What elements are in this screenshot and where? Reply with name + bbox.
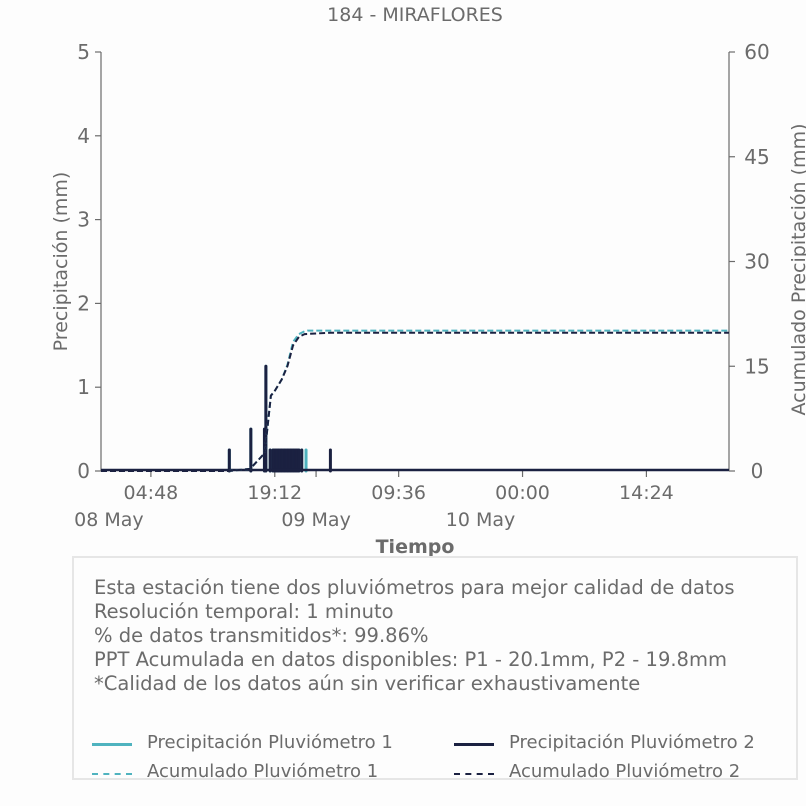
y-tick-label-right: 60 xyxy=(744,40,769,64)
y-axis-left-label: Precipitación (mm) xyxy=(50,172,72,352)
y-tick-label-left: 3 xyxy=(77,208,90,232)
x-axis-label: Tiempo xyxy=(376,536,455,558)
x-date-label: 10 May xyxy=(446,509,516,531)
y-tick-label-right: 15 xyxy=(744,354,769,378)
legend-label-accum-p1: Acumulado Pluviómetro 1 xyxy=(147,761,379,782)
accum-line-p1 xyxy=(101,329,729,472)
info-line-resolution: Resolución temporal: 1 minuto xyxy=(94,600,394,623)
chart-title: 184 - MIRAFLORES xyxy=(327,4,503,26)
info-box: Esta estación tiene dos pluviómetros par… xyxy=(72,556,798,782)
legend-label-precip-p1: Precipitación Pluviómetro 1 xyxy=(147,732,393,753)
y-tick-label-left: 5 xyxy=(77,40,90,64)
y-tick-label-right: 30 xyxy=(744,250,769,274)
info-line-transmitted: % de datos transmitidos*: 99.86% xyxy=(94,624,429,647)
x-tick-label: 14:24 xyxy=(619,482,674,504)
legend-swatch-precip-p2 xyxy=(454,743,494,746)
legend-swatch-precip-p1 xyxy=(92,743,132,746)
info-line-stations: Esta estación tiene dos pluviómetros par… xyxy=(94,576,735,599)
y-tick-label-left: 1 xyxy=(77,375,90,399)
legend-label-precip-p2: Precipitación Pluviómetro 2 xyxy=(509,732,755,753)
x-tick-label: 09:36 xyxy=(371,482,426,504)
legend-label-accum-p2: Acumulado Pluviómetro 2 xyxy=(509,761,741,782)
legend-swatch-accum-p1 xyxy=(92,773,132,775)
legend-swatch-accum-p2 xyxy=(454,773,494,775)
y-tick-label-left: 2 xyxy=(77,291,90,315)
accum-line-p2 xyxy=(101,331,729,472)
y-axis-right-label: Acumulado Precipitación (mm) xyxy=(788,124,806,416)
info-line-quality-note: *Calidad de los datos aún sin verificar … xyxy=(94,672,641,695)
y-tick-label-right: 45 xyxy=(744,145,769,169)
info-line-accumulated: PPT Acumulada en datos disponibles: P1 -… xyxy=(94,648,727,671)
x-tick-label: 00:00 xyxy=(495,482,550,504)
x-tick-label: 19:12 xyxy=(247,482,302,504)
y-tick-label-right: 0 xyxy=(751,459,764,483)
x-tick-label: 04:48 xyxy=(124,482,179,504)
precipitation-chart: 184 - MIRAFLORES012345015304560Precipita… xyxy=(50,4,806,558)
x-date-label: 08 May xyxy=(74,509,144,531)
y-tick-label-left: 0 xyxy=(77,459,90,483)
x-date-label: 09 May xyxy=(281,509,351,531)
y-tick-label-left: 4 xyxy=(77,124,90,148)
